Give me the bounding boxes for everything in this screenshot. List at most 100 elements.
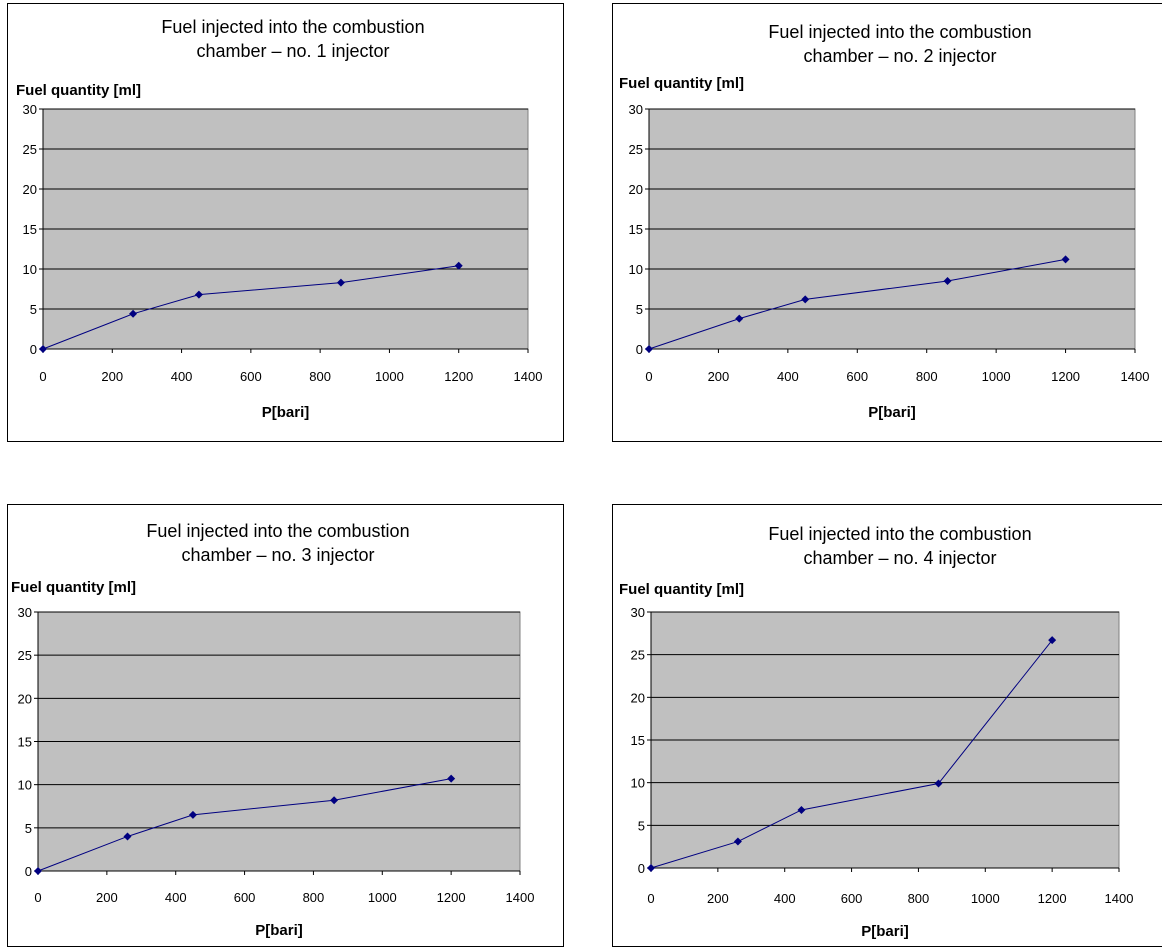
x-tick-label: 1000: [375, 369, 404, 384]
data-point-marker: [801, 295, 810, 304]
y-tick-label: 30: [23, 102, 37, 117]
x-tick-label: 1400: [514, 369, 543, 384]
y-tick-label: 20: [631, 690, 645, 705]
data-point-marker: [733, 837, 742, 846]
x-axis-label: P[bari]: [868, 404, 916, 421]
y-tick-label: 20: [18, 691, 32, 706]
data-point-marker: [188, 810, 197, 819]
chart-panel-4: Fuel injected into the combustion chamber…: [612, 504, 1162, 947]
x-tick-label: 400: [774, 891, 796, 906]
y-tick-label: 15: [18, 735, 32, 750]
y-tick-label: 10: [18, 778, 32, 793]
chart-svg-1: Fuel injected into the combustion chamber…: [16, 17, 543, 421]
y-tick-label: 0: [638, 861, 645, 876]
chart-svg-3: Fuel injected into the combustion chamber…: [11, 521, 535, 939]
x-tick-label: 200: [101, 369, 123, 384]
x-tick-label: 1200: [1051, 369, 1080, 384]
y-tick-label: 20: [629, 182, 643, 197]
chart-title-line-2: chamber – no. 2 injector: [803, 46, 996, 66]
y-tick-label: 5: [30, 302, 37, 317]
y-tick-label: 25: [629, 142, 643, 157]
chart-svg-4: Fuel injected into the combustion chamber…: [619, 524, 1134, 940]
x-tick-label: 1200: [444, 369, 473, 384]
x-axis-label: P[bari]: [255, 922, 303, 939]
y-tick-label: 0: [636, 342, 643, 357]
chart-title-line-2: chamber – no. 3 injector: [181, 545, 374, 565]
x-tick-label: 600: [846, 369, 868, 384]
y-tick-label: 30: [631, 605, 645, 620]
x-tick-label: 200: [707, 891, 729, 906]
data-point-marker: [735, 314, 744, 323]
y-axis-label: Fuel quantity [ml]: [16, 82, 141, 99]
chart-title-line-1: Fuel injected into the combustion: [161, 17, 424, 37]
data-point-marker: [336, 278, 345, 287]
x-tick-label: 0: [647, 891, 654, 906]
data-point-marker: [454, 261, 463, 270]
y-tick-label: 10: [631, 776, 645, 791]
x-tick-label: 1000: [971, 891, 1000, 906]
x-tick-label: 1200: [1038, 891, 1067, 906]
data-point-marker: [797, 805, 806, 814]
y-tick-label: 15: [23, 222, 37, 237]
chart-title-line-2: chamber – no. 1 injector: [196, 41, 389, 61]
y-tick-label: 10: [629, 262, 643, 277]
y-tick-label: 10: [23, 262, 37, 277]
x-tick-label: 600: [240, 369, 262, 384]
x-tick-label: 800: [309, 369, 331, 384]
x-tick-label: 800: [916, 369, 938, 384]
x-tick-label: 800: [908, 891, 930, 906]
data-point-marker: [1061, 255, 1070, 264]
data-point-marker: [645, 345, 653, 353]
x-tick-label: 1200: [437, 890, 466, 905]
data-point-marker: [943, 277, 952, 285]
data-point-marker: [123, 832, 132, 841]
x-tick-label: 1400: [506, 890, 535, 905]
x-tick-label: 0: [645, 369, 652, 384]
x-tick-label: 200: [96, 890, 118, 905]
data-point-marker: [129, 309, 138, 318]
x-tick-label: 1000: [368, 890, 397, 905]
y-tick-label: 15: [631, 733, 645, 748]
y-tick-label: 30: [629, 102, 643, 117]
y-tick-label: 5: [636, 302, 643, 317]
x-tick-label: 1000: [982, 369, 1011, 384]
x-tick-label: 800: [303, 890, 325, 905]
x-tick-label: 600: [234, 890, 256, 905]
data-point-marker: [647, 864, 655, 872]
chart-panel-3: Fuel injected into the combustion chamber…: [7, 504, 564, 947]
x-tick-label: 0: [39, 369, 46, 384]
x-tick-label: 0: [34, 890, 41, 905]
y-axis-label: Fuel quantity [ml]: [619, 75, 744, 92]
chart-panel-1: Fuel injected into the combustion chamber…: [7, 3, 564, 442]
x-tick-label: 400: [171, 369, 193, 384]
y-tick-label: 0: [30, 342, 37, 357]
x-tick-label: 200: [708, 369, 730, 384]
y-tick-label: 25: [631, 648, 645, 663]
data-point-marker: [934, 779, 943, 788]
y-tick-label: 20: [23, 182, 37, 197]
chart-title-line-1: Fuel injected into the combustion: [768, 22, 1031, 42]
x-tick-label: 400: [165, 890, 187, 905]
x-tick-label: 600: [841, 891, 863, 906]
y-tick-label: 30: [18, 605, 32, 620]
x-tick-label: 1400: [1105, 891, 1134, 906]
x-tick-label: 1400: [1121, 369, 1150, 384]
y-tick-label: 25: [18, 648, 32, 663]
chart-panel-2: Fuel injected into the combustion chamber…: [612, 3, 1162, 442]
y-tick-label: 5: [638, 818, 645, 833]
y-axis-label: Fuel quantity [ml]: [11, 579, 136, 596]
x-axis-label: P[bari]: [861, 923, 909, 940]
data-point-marker: [39, 345, 47, 353]
data-point-marker: [194, 290, 203, 299]
y-tick-label: 0: [25, 864, 32, 879]
chart-svg-2: Fuel injected into the combustion chamber…: [619, 22, 1150, 421]
y-axis-label: Fuel quantity [ml]: [619, 581, 744, 598]
y-tick-label: 25: [23, 142, 37, 157]
y-tick-label: 15: [629, 222, 643, 237]
x-tick-label: 400: [777, 369, 799, 384]
data-point-marker: [330, 796, 339, 805]
chart-title-line-2: chamber – no. 4 injector: [803, 548, 996, 568]
x-axis-label: P[bari]: [262, 404, 310, 421]
data-point-marker: [447, 774, 456, 783]
y-tick-label: 5: [25, 821, 32, 836]
